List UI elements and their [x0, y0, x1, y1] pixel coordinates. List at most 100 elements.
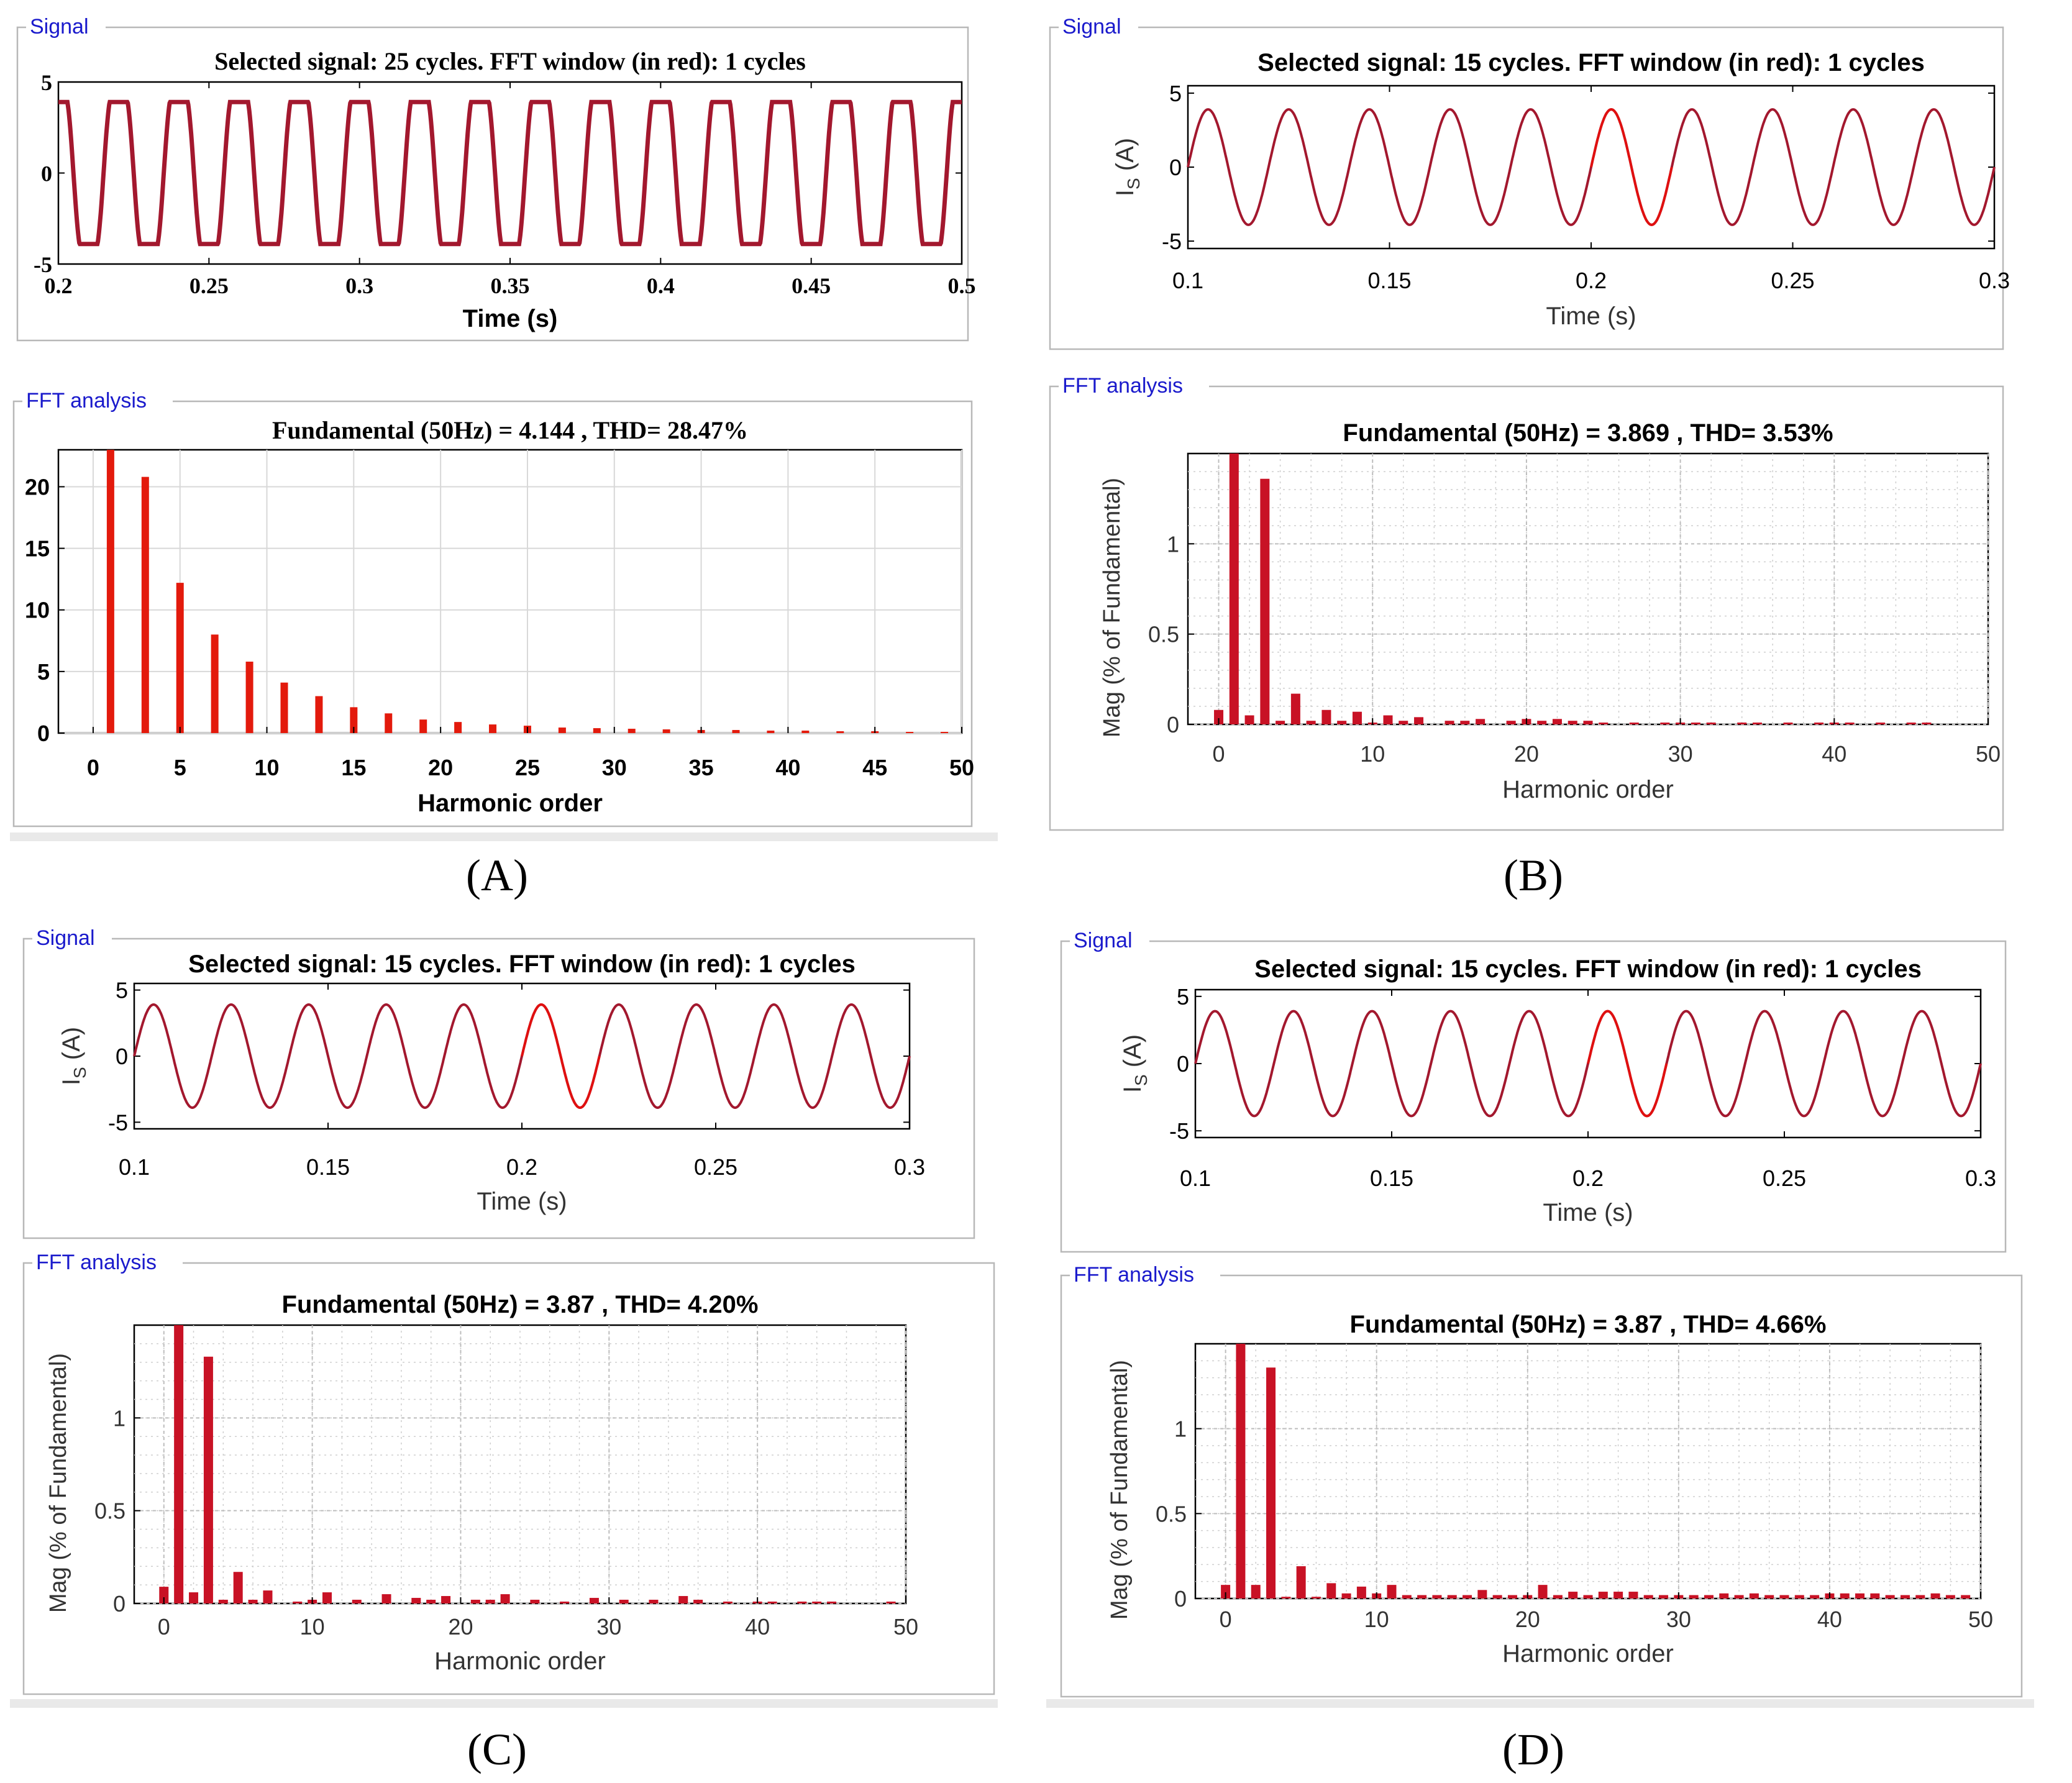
- panel-D-fft-bar-h23: [1568, 1592, 1578, 1598]
- panel-C-fft-bar-h27: [560, 1602, 570, 1603]
- panel-D-fft-bar-h37: [1779, 1595, 1789, 1598]
- panel-D-signal-ytick-label: 0: [1177, 1051, 1189, 1077]
- panel-D-fft-bar-h9: [1356, 1586, 1366, 1598]
- panel-B-fft-bar-h1: [1229, 454, 1239, 724]
- panel-A-fft-bar-h11: [280, 682, 288, 733]
- panel-C-fft-bar-h2: [189, 1592, 199, 1603]
- panel-B-fft-xtick-label: 0: [1213, 741, 1225, 767]
- panel-D-fft-bar-h18: [1492, 1595, 1502, 1598]
- panel-A-fft-bar-h23: [489, 724, 497, 733]
- panel-D-fft-bar-h15: [1447, 1595, 1457, 1598]
- panel-A-signal-group-title: Signal: [30, 15, 89, 39]
- panel-D-fft-bar-h26: [1613, 1592, 1623, 1598]
- panel-D-fft-bar-h5: [1296, 1566, 1306, 1598]
- panel-A-fft-group-title: FFT analysis: [26, 389, 147, 413]
- panel-C-fft-group-title: FFT analysis: [36, 1251, 157, 1274]
- panel-C-fft-bar-h36: [693, 1600, 703, 1603]
- panel-A-fft-bar-h37: [732, 730, 740, 733]
- panel-B-signal-xtick-label: 0.15: [1367, 268, 1411, 293]
- panel-C-fft-bar-h43: [797, 1602, 807, 1603]
- panel-C-fft-bar-h3: [203, 1356, 213, 1603]
- panel-A-fft-ytick-label: 5: [37, 659, 50, 685]
- panel-B-fft-ytick-label: 0: [1167, 712, 1179, 737]
- panel-D-signal-ytick-label: -5: [1169, 1118, 1189, 1144]
- panel-C-fft-bar-h7: [263, 1590, 273, 1603]
- panel-D-signal-ylabel-sub: S: [1131, 1074, 1151, 1086]
- panel-A-fft-xtick-label: 40: [775, 755, 800, 780]
- panel-C-fft-bar-h15: [381, 1594, 391, 1603]
- panel-B-fft-group-title-bg: [1059, 375, 1209, 398]
- panel-B-fft-bar-h17: [1476, 719, 1486, 724]
- panel-B-fft-bar-h45: [1906, 723, 1916, 724]
- panel-C-fft-bar-h4: [218, 1600, 228, 1603]
- panel-A-fft-bar-h29: [593, 728, 601, 733]
- panel-B-signal-ylabel-main: I: [1111, 189, 1139, 196]
- panel-B-fft-bar-h31: [1691, 723, 1700, 724]
- panel-C-fft-bar-h49: [886, 1602, 896, 1603]
- panel-C-fft-bar-h44: [812, 1602, 822, 1603]
- panel-C-fft-xtick-label: 0: [158, 1614, 170, 1639]
- panel-B-fft-bar-h25: [1599, 723, 1609, 724]
- panel-B-fft-bar-h43: [1876, 723, 1886, 724]
- panel-A-fft-title: Fundamental (50Hz) = 4.144 , THD= 28.47%: [272, 416, 748, 444]
- panel-A-fft-bar-h9: [245, 662, 253, 733]
- panel-B-fft-bar-h4: [1276, 721, 1285, 724]
- panel-C-fft-bar-h18: [426, 1600, 436, 1603]
- panel-A-fft-bar-h41: [801, 731, 810, 733]
- panel-C-fft-bar-h17: [411, 1598, 421, 1603]
- panel-A-fft-bar-h7: [211, 634, 219, 733]
- panel-C-signal-group-title: Signal: [36, 926, 95, 950]
- panel-C-fft-bar-h35: [678, 1596, 688, 1603]
- panel-A-signal-ytick-label: 5: [41, 70, 52, 95]
- panel-D-fft-bar-h49: [1961, 1595, 1971, 1598]
- panel-C-fft-bar-h19: [441, 1596, 451, 1603]
- panel-A-fft-bar-h39: [767, 731, 775, 733]
- panel-A-fft-bar-h17: [385, 713, 393, 733]
- panel-B-signal-group-title: Signal: [1062, 15, 1121, 39]
- panel-B-fft-xtick-label: 30: [1668, 741, 1693, 767]
- panel-D-fft-bar-h17: [1477, 1590, 1487, 1598]
- panel-D-signal-fft-window-trace: [1587, 1010, 1668, 1118]
- panel-D-signal-title: Selected signal: 15 cycles. FFT window (…: [1254, 955, 1922, 983]
- panel-B-signal-ytick-label: 5: [1169, 81, 1182, 106]
- panel-D-fft-bar-h0: [1221, 1585, 1231, 1598]
- panel-C-signal-group-title-bg: [32, 928, 112, 950]
- panel-A-fft-ytick-label: 20: [25, 474, 50, 499]
- panel-C-signal-xtick-label: 0.2: [506, 1154, 537, 1180]
- panel-C-signal-xtick-label: 0.15: [306, 1154, 350, 1180]
- panel-C-fft-xtick-label: 50: [893, 1614, 918, 1639]
- panel-B-caption: (B): [1504, 850, 1563, 900]
- panel-D-fft-bar-h25: [1598, 1592, 1608, 1598]
- panel-B-fft-bar-h19: [1506, 721, 1516, 724]
- panel-D-fft-group-title-bg: [1070, 1264, 1220, 1287]
- panel-C-fft-bar-h13: [352, 1600, 362, 1603]
- panel-D-signal-xtick-label: 0.1: [1180, 1165, 1211, 1191]
- panel-C-signal-ytick-label: 0: [116, 1044, 128, 1069]
- panel-A-fft-bar-h47: [906, 732, 914, 734]
- panel-B-fft-bar-h0: [1214, 709, 1224, 724]
- panel-D-fft-bar-h3: [1266, 1367, 1276, 1598]
- panel-D-fft-bar-h1: [1236, 1344, 1246, 1598]
- panel-A-signal-xlabel: Time (s): [463, 305, 558, 332]
- panel-D-fft-bar-h34: [1734, 1595, 1744, 1598]
- panel-A-fft-xtick-label: 50: [949, 755, 974, 780]
- panel-A-fft-xtick-label: 10: [255, 755, 280, 780]
- panel-D-fft-xtick-label: 20: [1515, 1607, 1540, 1632]
- panel-C-signal-xlabel: Time (s): [477, 1188, 567, 1215]
- panel-D-fft-bar-h22: [1553, 1595, 1563, 1598]
- panel-B-fft-bar-h22: [1552, 719, 1562, 724]
- panel-D-fft-bar-h47: [1930, 1593, 1940, 1598]
- panel-D-fft-bar-h36: [1764, 1595, 1774, 1598]
- panel-C-fft-bar-h23: [500, 1594, 510, 1603]
- panel-D-fft-bar-h35: [1749, 1593, 1759, 1598]
- panel-B-fft-xtick-label: 50: [1976, 741, 2001, 767]
- panel-A-fft-ytick-label: 0: [37, 721, 50, 746]
- panel-A-fft-axes-box: [57, 449, 963, 734]
- panel-C-fft-bar-h31: [619, 1600, 629, 1603]
- panel-C-signal-fft-window-trace: [521, 1003, 601, 1110]
- panel-A-signal-xtick-label: 0.4: [647, 273, 675, 298]
- panel-B-fft-group-title: FFT analysis: [1062, 374, 1183, 398]
- panel-A-fft-bar-h19: [419, 719, 427, 733]
- panel-B-fft-bar-h6: [1306, 721, 1316, 724]
- panel-D-figure: Signal Selected signal: 15 cycles. FFT wi…: [1060, 929, 2023, 1698]
